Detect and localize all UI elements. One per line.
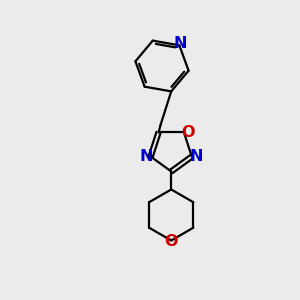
Text: N: N: [140, 149, 153, 164]
Text: O: O: [164, 234, 178, 249]
Text: N: N: [173, 36, 187, 51]
Text: N: N: [189, 149, 203, 164]
Text: O: O: [182, 125, 195, 140]
